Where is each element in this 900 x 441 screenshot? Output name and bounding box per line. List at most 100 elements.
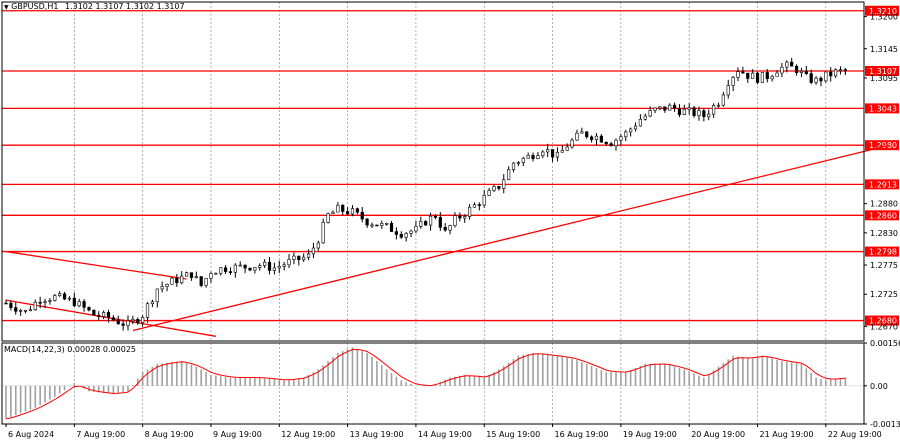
candle-body — [214, 272, 218, 275]
candle-body — [287, 259, 291, 266]
candle-body — [814, 77, 818, 83]
candle-body — [809, 73, 813, 83]
candle-body — [829, 71, 833, 77]
candle-body — [136, 319, 140, 323]
candle-body — [9, 302, 13, 308]
candle-body — [28, 309, 33, 312]
candle-body — [716, 104, 721, 107]
candle-body — [360, 211, 364, 220]
candle-body — [350, 208, 355, 215]
macd-signal-line — [5, 348, 846, 420]
symbol-marker-icon: ▼ — [4, 4, 9, 11]
candle-body — [492, 186, 496, 191]
candle-body — [67, 297, 72, 300]
candle-body — [438, 217, 442, 228]
candle-body — [550, 149, 555, 158]
time-label: 22 Aug 19:00 — [828, 430, 882, 439]
candle-body — [62, 293, 67, 300]
macd-panel — [2, 347, 864, 420]
candles — [4, 57, 847, 331]
candle-body — [531, 155, 535, 159]
candle-body — [838, 69, 843, 71]
candle-body — [389, 222, 394, 232]
macd-header: MACD(14,22,3) 0.00028 0.00025 — [4, 345, 137, 354]
candle-body — [638, 118, 642, 127]
candle-body — [619, 136, 623, 141]
macd-tick-label: 0.00156 — [870, 339, 900, 348]
candle-body — [302, 256, 306, 261]
level-lines: 1.3210 1.3107 1.3043 1.2980 1.2913 1.2860 1.27… — [2, 5, 899, 326]
candle-body — [497, 186, 501, 189]
candle-body — [770, 75, 774, 80]
price-tick-label: 1.3145 — [870, 45, 898, 54]
candle-body — [843, 69, 847, 71]
candle-body — [629, 128, 633, 133]
candle-body — [707, 113, 711, 118]
candle-body — [794, 65, 799, 73]
level-label-box — [865, 210, 899, 221]
candle-body — [711, 105, 716, 115]
time-label: 14 Aug 19:00 — [418, 430, 472, 439]
candle-body — [97, 314, 101, 317]
candle-body — [663, 106, 667, 111]
candle-body — [721, 94, 725, 106]
candle-body — [116, 319, 120, 325]
symbol-header: ▼ GBPUSD,H1 1.3102 1.3107 1.3102 1.3107 — [4, 2, 185, 11]
candle-body — [170, 277, 174, 285]
candle-body — [507, 169, 511, 181]
candle-body — [321, 222, 325, 244]
candle-body — [546, 149, 550, 153]
candle-body — [443, 226, 447, 231]
candle-body — [555, 151, 560, 158]
ohlc-readout: 1.3102 1.3107 1.3102 1.3107 — [64, 2, 185, 11]
candle-body — [428, 215, 433, 226]
candle-body — [209, 273, 213, 279]
level-label: 1.3043 — [869, 104, 897, 113]
candle-body — [765, 72, 769, 80]
time-label: 6 Aug 2024 — [8, 430, 54, 439]
time-label: 12 Aug 19:00 — [281, 430, 335, 439]
level-label: 1.3210 — [869, 7, 897, 16]
candle-body — [297, 255, 301, 261]
grid-lines — [74, 2, 827, 424]
candle-body — [692, 107, 696, 116]
candle-body — [38, 301, 42, 304]
trendline — [5, 299, 216, 337]
candle-body — [331, 211, 335, 214]
candle-body — [746, 72, 750, 79]
candle-body — [58, 293, 62, 296]
candle-body — [248, 267, 252, 271]
time-label: 16 Aug 19:00 — [555, 430, 609, 439]
candle-body — [448, 225, 452, 231]
macd-tick-label: 0.00 — [870, 382, 888, 391]
candle-body — [799, 70, 804, 73]
candle-body — [419, 221, 423, 227]
candle-body — [92, 309, 96, 316]
candle-body — [702, 110, 706, 118]
candle-body — [682, 108, 686, 115]
candle-body — [672, 104, 677, 109]
candle-body — [668, 104, 672, 111]
candle-body — [648, 110, 652, 117]
candle-body — [804, 70, 808, 74]
candle-body — [536, 155, 540, 159]
candle-body — [726, 85, 730, 96]
candle-body — [580, 131, 584, 134]
candle-body — [272, 267, 277, 271]
candle-body — [453, 215, 457, 226]
candle-body — [658, 106, 662, 109]
time-axis: 6 Aug 2024 7 Aug 19:00 8 Aug 19:00 9 Aug 19… — [5, 424, 882, 439]
candle-body — [23, 310, 28, 312]
candle-body — [336, 204, 340, 213]
candle-body — [43, 301, 47, 303]
candle-body — [458, 215, 462, 219]
candle-body — [394, 231, 399, 235]
candle-body — [526, 155, 530, 159]
candle-body — [316, 242, 320, 249]
candle-body — [575, 132, 579, 141]
candle-body — [311, 247, 316, 255]
candle-body — [106, 312, 111, 318]
candle-body — [624, 131, 628, 138]
candle-body — [482, 195, 486, 206]
